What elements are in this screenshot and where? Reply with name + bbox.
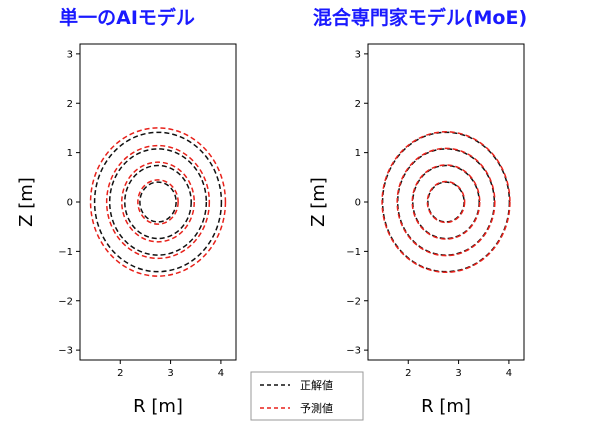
x-tick-label: 3 <box>455 368 461 379</box>
prediction-contour-1 <box>121 161 195 243</box>
y-tick-label: −1 <box>346 247 361 258</box>
legend: 正解値 予測値 <box>250 371 364 421</box>
y-tick-label: 0 <box>355 198 361 209</box>
left-contour-group <box>89 127 227 277</box>
legend-box <box>250 371 364 421</box>
y-tick-label: 0 <box>67 198 73 209</box>
prediction-contour-2 <box>396 147 496 257</box>
y-tick-label: 3 <box>67 49 73 60</box>
y-tick-label: 3 <box>355 49 361 60</box>
right-y-ticks: −3 −2 −1 0 1 2 3 <box>346 49 368 357</box>
prediction-contour-3 <box>381 131 511 273</box>
y-tick-label: 1 <box>355 148 361 159</box>
prediction-contour-0 <box>137 179 179 225</box>
right-x-axis-label: R [m] <box>421 396 471 417</box>
x-tick-label: 4 <box>506 368 512 379</box>
y-tick-label: 1 <box>67 148 73 159</box>
y-tick-label: −1 <box>58 247 73 258</box>
left-panel: −3 −2 −1 0 1 2 3 2 3 4 R [m] Z [m] <box>16 43 237 417</box>
right-y-axis-label: Z [m] <box>308 177 329 227</box>
truth-contour-3 <box>381 131 511 273</box>
y-tick-label: −2 <box>346 296 361 307</box>
x-tick-label: 3 <box>167 368 173 379</box>
left-axes-frame <box>79 43 237 361</box>
y-tick-label: −3 <box>346 346 361 357</box>
legend-label-prediction: 予測値 <box>300 401 333 415</box>
prediction-contour-0 <box>426 180 466 224</box>
right-axes-frame <box>367 43 525 361</box>
truth-contour-1 <box>124 164 192 240</box>
left-x-axis-label: R [m] <box>133 396 183 417</box>
y-tick-label: −3 <box>58 346 73 357</box>
truth-contour-2 <box>108 148 208 256</box>
x-tick-label: 2 <box>117 368 123 379</box>
truth-contour-3 <box>93 131 223 273</box>
left-panel-title: 単一のAIモデル <box>59 6 195 29</box>
x-tick-label: 2 <box>405 368 411 379</box>
prediction-contour-2 <box>105 144 211 260</box>
legend-label-truth: 正解値 <box>300 378 333 392</box>
right-panel: −3 −2 −1 0 1 2 3 2 3 4 R [m] Z [m] <box>308 43 525 417</box>
y-tick-label: 2 <box>355 99 361 110</box>
prediction-contour-3 <box>89 127 227 277</box>
prediction-contour-1 <box>411 164 481 240</box>
y-tick-label: 2 <box>67 99 73 110</box>
left-y-axis-label: Z [m] <box>16 177 37 227</box>
left-y-ticks: −3 −2 −1 0 1 2 3 <box>58 49 80 357</box>
right-contour-group <box>381 131 511 273</box>
left-x-ticks: 2 3 4 <box>117 360 224 379</box>
right-panel-title: 混合専門家モデル(MoE) <box>313 6 527 29</box>
y-tick-label: −2 <box>58 296 73 307</box>
truth-contour-0 <box>139 181 177 223</box>
right-x-ticks: 2 3 4 <box>405 360 512 379</box>
x-tick-label: 4 <box>218 368 224 379</box>
truth-contour-1 <box>412 164 480 240</box>
